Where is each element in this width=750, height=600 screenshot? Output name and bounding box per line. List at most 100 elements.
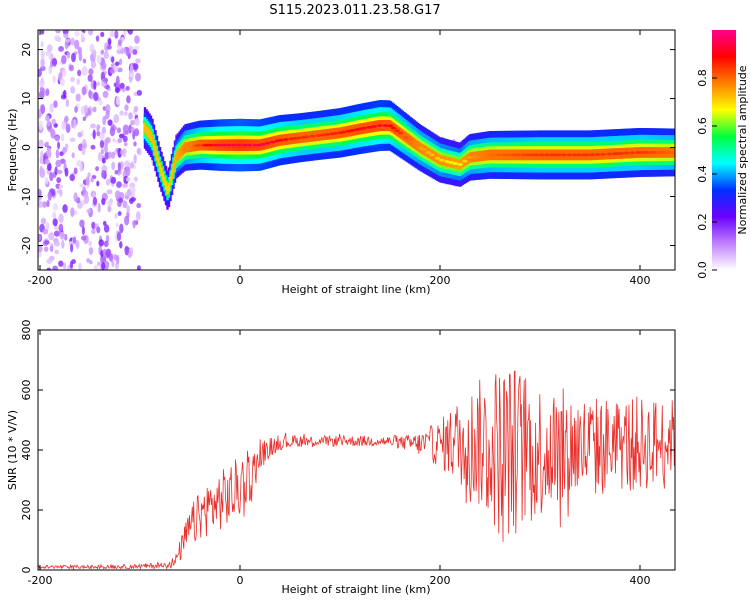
ridge-band xyxy=(166,185,169,195)
ridge-core xyxy=(195,143,202,147)
noise-blob xyxy=(52,75,56,84)
noise-blob xyxy=(101,197,106,206)
ridge-band xyxy=(403,130,406,142)
noise-blob xyxy=(110,151,116,159)
noise-blob xyxy=(79,162,83,173)
ridge-core xyxy=(556,153,562,157)
snr-line xyxy=(38,370,675,570)
noise-blob xyxy=(42,229,49,235)
noise-blob xyxy=(90,60,97,69)
ridge-core xyxy=(500,153,507,157)
noise-blob xyxy=(40,41,44,48)
noise-blob xyxy=(47,191,52,201)
noise-blob xyxy=(46,147,51,158)
ridge-core xyxy=(382,124,389,127)
ridge-core xyxy=(457,163,464,166)
noise-blob xyxy=(96,180,100,187)
noise-blob xyxy=(101,256,106,262)
ridge-core xyxy=(390,126,397,130)
ridge-band xyxy=(416,140,420,152)
ridge-core xyxy=(187,145,193,149)
noise-blob xyxy=(136,203,142,209)
ridge-core xyxy=(490,153,496,157)
noise-blob xyxy=(58,45,64,52)
ridge-core xyxy=(520,153,527,157)
noise-blob xyxy=(46,44,53,53)
ridge-core xyxy=(572,153,578,157)
ridge-band xyxy=(308,131,312,142)
ridge-band xyxy=(184,142,187,153)
noise-blob xyxy=(55,159,62,168)
noise-blob xyxy=(125,166,131,177)
ridge-core xyxy=(376,124,383,127)
noise-blob xyxy=(48,232,55,241)
noise-blob xyxy=(49,103,54,113)
ridge-band xyxy=(167,182,171,192)
ridge-core xyxy=(566,153,573,157)
noise-blob xyxy=(122,200,128,209)
noise-blob xyxy=(55,30,61,34)
noise-blob xyxy=(79,183,85,188)
noise-blob xyxy=(42,201,47,208)
noise-blob xyxy=(56,177,62,184)
noise-blob xyxy=(65,123,71,134)
ridge-band xyxy=(164,181,168,190)
noise-blob xyxy=(45,88,50,96)
noise-blob xyxy=(110,56,115,63)
noise-blob xyxy=(133,153,137,164)
noise-blob xyxy=(127,251,132,259)
ridge-core xyxy=(538,153,545,157)
noise-blob xyxy=(102,90,109,99)
ridge-core xyxy=(434,156,441,160)
noise-blob xyxy=(62,204,68,213)
noise-blob xyxy=(76,78,80,85)
noise-blob xyxy=(81,226,85,235)
spectrogram-ticks: -200 0 200 400 -20 -10 0 10 20 xyxy=(20,30,675,287)
ridge-core xyxy=(448,161,454,164)
noise-blob xyxy=(128,45,134,55)
ridge-core xyxy=(340,130,347,134)
noise-blob xyxy=(61,121,67,130)
ridge-core xyxy=(420,148,427,151)
colorbar-tick-label: 0.2 xyxy=(696,213,709,231)
noise-blob xyxy=(106,45,112,50)
noise-blob xyxy=(93,80,97,90)
ridge-band xyxy=(412,137,415,148)
noise-blob xyxy=(39,86,44,92)
noise-blob xyxy=(92,129,96,140)
noise-blob xyxy=(74,30,80,37)
noise-blob xyxy=(114,61,120,66)
noise-blob xyxy=(115,75,120,86)
noise-blob xyxy=(97,202,101,213)
noise-blob xyxy=(101,170,106,179)
noise-blob xyxy=(90,177,94,183)
colorbar-ticks: 0.0 0.2 0.4 0.6 0.8 xyxy=(696,69,717,279)
noise-blob xyxy=(133,176,138,182)
noise-blob xyxy=(71,52,76,63)
noise-blob xyxy=(59,78,65,87)
noise-blob xyxy=(40,217,47,225)
noise-blob xyxy=(87,74,93,82)
noise-blob xyxy=(107,38,112,46)
noise-blob xyxy=(74,39,80,50)
snr-xtick-label: 200 xyxy=(430,574,451,587)
noise-blob xyxy=(62,262,67,270)
noise-blob xyxy=(127,30,133,35)
colorbar-label: Normalized spectral amplitude xyxy=(736,65,749,234)
noise-blob xyxy=(116,231,122,242)
noise-blob xyxy=(132,49,138,55)
noise-blob xyxy=(75,93,81,102)
noise-blob xyxy=(113,114,120,124)
ridge-band xyxy=(401,129,405,141)
ridge-band xyxy=(428,148,432,159)
noise-blob xyxy=(104,42,109,52)
ridge-band xyxy=(160,167,163,177)
noise-blob xyxy=(38,200,44,208)
ridge-band xyxy=(173,156,177,167)
spectrogram-xtick-label: 0 xyxy=(237,274,244,287)
noise-blob xyxy=(54,249,59,255)
snr-ytick-label: 200 xyxy=(20,500,33,521)
noise-blob xyxy=(88,246,94,255)
colorbar-tick-label: 0.0 xyxy=(696,261,709,279)
noise-blob xyxy=(58,184,64,189)
